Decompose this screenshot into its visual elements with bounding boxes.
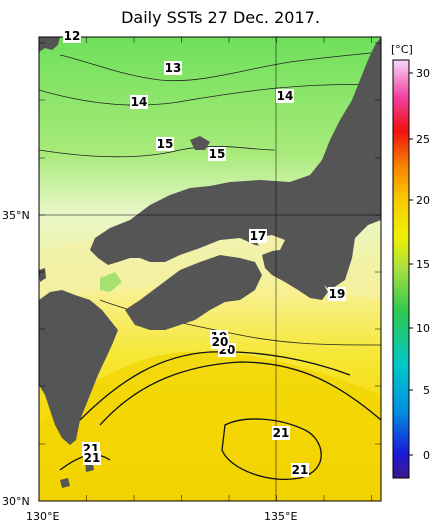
contour-label-bg (83, 451, 101, 465)
contour-label: 13 (165, 61, 182, 75)
colorbar-tick-label: 5 (423, 384, 430, 397)
land-oki (190, 136, 210, 150)
contour-label: 15 (157, 137, 174, 151)
contour-line (221, 418, 322, 480)
colorbar-tick-label: 15 (416, 258, 430, 271)
land-shikoku (125, 255, 262, 330)
contour-label: 14 (277, 89, 294, 103)
contour-line (99, 361, 381, 426)
contour-label: 12 (64, 29, 81, 43)
contour-label-bg (164, 61, 182, 75)
contour-label-bg (272, 426, 290, 440)
colorbar-tick-label: 10 (416, 322, 430, 335)
contour-label-bg (208, 147, 226, 161)
contour-line (39, 146, 276, 158)
contour-line (39, 84, 381, 106)
contour-label: 15 (209, 147, 226, 161)
contour-line (59, 51, 381, 82)
contour-label-bg (276, 89, 294, 103)
contour-label-bg (328, 287, 346, 301)
land-island (60, 478, 70, 488)
inland-sea (100, 272, 122, 292)
lat-label-30n: 30°N (2, 495, 30, 508)
land-korea (39, 37, 60, 52)
contour-label-bg (130, 95, 148, 109)
land-tsushima (39, 268, 46, 282)
lon-label-135e: 135°E (264, 510, 297, 523)
graticule (38, 37, 381, 502)
lon-label-130e: 130°E (26, 510, 59, 523)
colorbar-ticks: 30 25 20 15 10 5 0 (409, 67, 430, 462)
colorbar-unit: [°C] (391, 43, 413, 56)
contour-label: 17 (250, 229, 267, 243)
contour-label-bg (211, 335, 229, 349)
contour-label-bg (156, 137, 174, 151)
colorbar-tick-label: 25 (416, 133, 430, 146)
contour-label-bg (249, 229, 267, 243)
colorbar-tick-label: 30 (416, 67, 430, 80)
land-honshu (90, 37, 381, 290)
chart-title: Daily SSTs 27 Dec. 2017. (121, 8, 320, 27)
map-frame (38, 36, 382, 502)
contour-label: 19 (329, 287, 346, 301)
colorbar-tick-label: 20 (416, 194, 430, 207)
lat-label-35n: 35°N (2, 209, 30, 222)
colorbar-tick-label: 0 (423, 449, 430, 462)
contour-label: 21 (273, 426, 290, 440)
land-kii (262, 250, 328, 300)
contour-label: 20 (212, 335, 229, 349)
land-kyushu (39, 290, 118, 445)
contour-label-bg (63, 29, 81, 43)
contour-label-bg (291, 463, 309, 477)
contour-labels: 121314141515171919202121212021 (63, 29, 346, 477)
colorbar (392, 59, 410, 479)
contour-label: 21 (84, 451, 101, 465)
contour-label: 21 (292, 463, 309, 477)
contour-line (79, 351, 351, 421)
contour-label: 14 (131, 95, 148, 109)
